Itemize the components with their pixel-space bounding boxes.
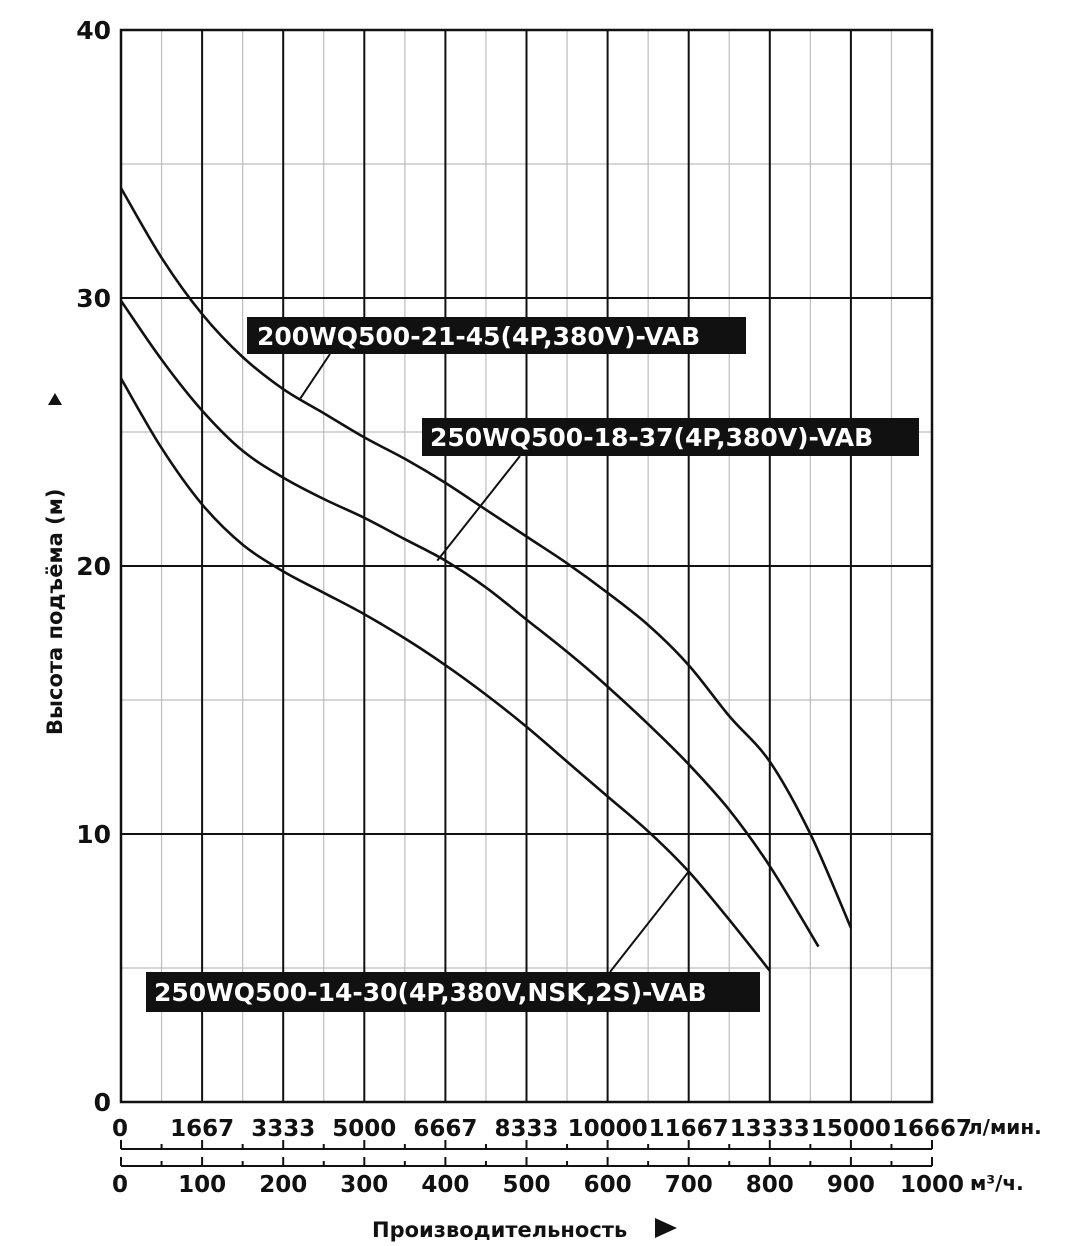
y-tick-label: 40 xyxy=(76,16,111,45)
y-axis-title: Высота подъёма (м) xyxy=(43,489,67,735)
x-tick-label: 0 xyxy=(112,1172,128,1198)
series-label-bg xyxy=(247,317,746,354)
series-label-bg xyxy=(146,972,760,1012)
x-tick-label: 16667 xyxy=(892,1116,972,1142)
x-tick-label: 5000 xyxy=(332,1116,396,1142)
plot-frame xyxy=(119,28,934,1104)
x-tick-label: 15000 xyxy=(811,1116,891,1142)
curves xyxy=(119,187,853,972)
major-gridlines xyxy=(121,30,932,1102)
x-axis-lmin: 0 1667 3333 5000 6667 8333 10000 11667 13333 1500… xyxy=(112,1116,972,1150)
y-tick-label: 20 xyxy=(76,552,111,581)
x-tick-label: 13333 xyxy=(730,1116,810,1142)
y-tick-label: 30 xyxy=(76,284,111,313)
series-curve-2 xyxy=(119,377,771,972)
callout-line xyxy=(298,353,331,401)
x-tick-label: 400 xyxy=(421,1172,469,1198)
x-tick-label: 1667 xyxy=(170,1116,234,1142)
series-label-text: 250WQ500-18-37(4P,380V)-VAB xyxy=(430,423,873,452)
callout-line xyxy=(609,870,690,973)
series-curve-1 xyxy=(119,299,820,948)
x-tick-label: 1000 xyxy=(900,1172,964,1198)
x-tick-label: 100 xyxy=(178,1172,226,1198)
x-tick-label: 700 xyxy=(665,1172,713,1198)
x-tick-label: 6667 xyxy=(413,1116,477,1142)
y-tick-label: 10 xyxy=(76,820,111,849)
x-tick-label: 3333 xyxy=(251,1116,315,1142)
x-axis-arrow-icon xyxy=(655,1218,677,1238)
series-label-250wq-18: 250WQ500-18-37(4P,380V)-VAB xyxy=(422,418,919,456)
x-unit-m3h: м³/ч. xyxy=(970,1171,1024,1195)
x-tick-label: 300 xyxy=(340,1172,388,1198)
y-tick-label: 0 xyxy=(94,1088,111,1117)
series-label-text: 250WQ500-14-30(4P,380V,NSK,2S)-VAB xyxy=(154,978,707,1007)
x-axis-m3h: 0 100 200 300 400 500 600 700 800 900 1000 xyxy=(112,1157,964,1198)
series-label-text: 200WQ500-21-45(4P,380V)-VAB xyxy=(257,322,700,351)
x-tick-label: 900 xyxy=(827,1172,875,1198)
series-label-250wq-14: 250WQ500-14-30(4P,380V,NSK,2S)-VAB xyxy=(146,972,760,1012)
x-tick-label: 8333 xyxy=(494,1116,558,1142)
x-unit-lmin: л/мин. xyxy=(968,1115,1042,1139)
x-tick-label: 0 xyxy=(112,1116,128,1142)
callout-lines xyxy=(298,353,690,973)
series-label-bg xyxy=(422,418,919,456)
callout-line xyxy=(436,455,521,562)
y-axis-title-group: Высота подъёма (м) xyxy=(43,393,67,735)
x-tick-label: 800 xyxy=(746,1172,794,1198)
x-tick-label: 10000 xyxy=(568,1116,648,1142)
x-axis-title: Производительность xyxy=(372,1218,627,1242)
series-curve-0 xyxy=(119,187,853,929)
y-tick-labels: 0 10 20 30 40 xyxy=(76,16,111,1117)
x-tick-label: 500 xyxy=(502,1172,550,1198)
series-label-200wq: 200WQ500-21-45(4P,380V)-VAB xyxy=(247,317,746,354)
y-axis-arrow-icon xyxy=(48,393,62,405)
x-tick-label: 200 xyxy=(259,1172,307,1198)
x-tick-label: 11667 xyxy=(649,1116,729,1142)
x-tick-label: 600 xyxy=(584,1172,632,1198)
